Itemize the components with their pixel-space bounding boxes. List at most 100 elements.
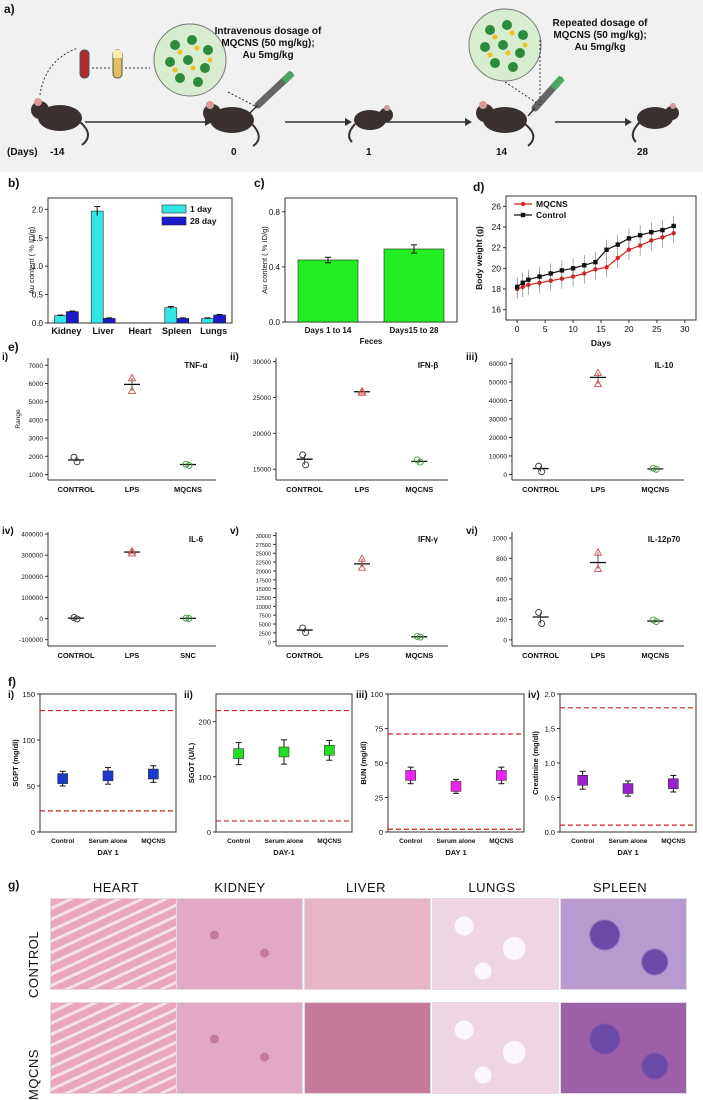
data-point: [405, 770, 416, 781]
y-tick-label: 30000: [256, 534, 271, 540]
dose2-line: Au 5mg/kg: [574, 42, 626, 53]
chart-e-ifnb: 15000 20000 25000 30000 IFN-β ii) CONTROL LPS MQ…: [230, 346, 464, 504]
data-point: [593, 379, 603, 388]
y-tick-label: 10000: [489, 453, 507, 460]
data-point: [535, 462, 543, 470]
plot-frame: [505, 195, 697, 321]
sub-panel-label: iii): [466, 352, 478, 363]
sub-panel-label: vi): [466, 526, 478, 537]
data-point: [671, 223, 676, 229]
y-tick-label: 100: [22, 736, 35, 745]
x-tick-label: Spleen: [162, 326, 192, 336]
x-tick-label: MQCNS: [641, 485, 669, 494]
x-tick-label: 15: [596, 324, 606, 334]
chart-svg: -100000 0 100000 200000 300000 400000 IL-6 iv) C…: [2, 526, 216, 660]
dose2-line: Repeated dosage of: [552, 18, 648, 29]
histology-image-lungs-mqcns: [432, 1002, 559, 1094]
chart-svg: 16 18 20 22 24 26 0 5 10 15 20 25 30 Body weight (g) D…: [474, 195, 697, 348]
x-tick-label: LPS: [591, 651, 606, 660]
x-tick-label: Liver: [92, 326, 114, 336]
data-point: [233, 748, 244, 759]
legend-label: 1 day: [190, 204, 212, 214]
y-tick-label: 22: [492, 243, 502, 253]
y-tick-label: 27500: [256, 543, 271, 549]
bar: [201, 318, 214, 324]
x-tick-label: SNC: [180, 651, 196, 660]
y-tick-label: 18: [492, 284, 502, 294]
y-tick-label: 7500: [259, 614, 271, 620]
bar: [90, 210, 104, 324]
data-point: [652, 618, 660, 626]
y-axis-label: Au content ( % ID/g): [27, 226, 36, 294]
y-tick-label: 0: [31, 828, 35, 837]
chart-e-tnf: 1000 2000 3000 4000 5000 6000 7000 Range TNF-α i)…: [2, 346, 232, 504]
legend-swatch: [161, 204, 187, 214]
data-point: [102, 770, 114, 782]
series-line: [516, 232, 674, 290]
legend-marker: [520, 212, 526, 218]
data-point: [593, 564, 603, 572]
y-axis-label: Au content ( % ID/g): [260, 226, 269, 294]
data-point: [652, 465, 660, 473]
bar: [383, 248, 445, 323]
panel-label-e: e): [8, 340, 19, 354]
y-tick-label: 50: [375, 759, 383, 768]
sub-panel-label: iv): [2, 526, 14, 537]
y-tick-label: 12500: [256, 596, 271, 602]
chart-f-creatinine: 0.0 0.5 1.0 1.5 2.0 Creatinine (mg/dl) iv) Cont…: [524, 684, 700, 864]
data-point: [593, 547, 603, 556]
y-tick-label: 20000: [489, 435, 507, 442]
x-tick-label: CONTROL: [522, 485, 559, 494]
histology-image-lungs-control: [432, 898, 559, 990]
y-axis-label: SGOT (U/L): [187, 742, 196, 783]
y-tick-label: 100000: [21, 595, 43, 602]
y-tick-label: 0.4: [269, 263, 281, 272]
y-tick-label: 0: [268, 640, 271, 646]
plot-frame: [215, 693, 353, 833]
x-tick-label: LPS: [355, 485, 370, 494]
x-tick-label: Days15 to 28: [390, 326, 439, 335]
y-tick-label: 800: [496, 556, 507, 563]
y-tick-label: 2000: [29, 454, 44, 461]
histology-column-kidney: KIDNEY: [214, 880, 266, 895]
y-tick-label: 0.8: [269, 208, 281, 217]
panel-label-a: a): [4, 2, 15, 16]
x-tick-label: MQCNS: [405, 651, 433, 660]
data-point: [604, 265, 609, 270]
plot-frame: [387, 693, 525, 833]
blood-tube-icon: [79, 49, 90, 79]
data-point: [538, 620, 546, 628]
x-tick-label: CONTROL: [57, 485, 94, 494]
y-tick-label: 24: [492, 222, 502, 232]
y-tick-label: 75: [375, 725, 383, 734]
x-tick-label: 0: [515, 324, 520, 334]
data-point: [148, 768, 159, 780]
chart-title: TNF-α: [184, 361, 207, 370]
x-tick-label: MQCNS: [405, 485, 433, 494]
y-tick-label: 30000: [253, 359, 271, 366]
y-tick-label: 200: [198, 718, 211, 727]
bar: [213, 314, 226, 324]
day-label: -14: [50, 147, 65, 158]
x-tick-label: CONTROL: [522, 651, 559, 660]
data-point: [593, 259, 598, 265]
y-tick-label: 2.0: [32, 205, 44, 214]
x-tick-label: Heart: [128, 326, 151, 336]
legend-marker: [520, 201, 526, 207]
y-tick-label: 20000: [256, 569, 271, 575]
y-tick-label: 150: [22, 690, 35, 699]
y-tick-label: 3000: [29, 436, 44, 443]
dose2-line: MQCNS (50 mg/kg);: [553, 30, 647, 41]
data-point: [615, 242, 620, 247]
chart-svg: 0.0 0.5 1.0 1.5 2.0 Creatinine (mg/dl) iv) Cont…: [528, 690, 697, 857]
y-tick-label: 100: [198, 773, 211, 782]
data-point: [622, 783, 634, 794]
x-tick-label: Control: [571, 838, 594, 845]
data-point: [637, 233, 643, 238]
y-tick-label: 0: [39, 616, 43, 623]
nanoparticle-cluster: [165, 20, 528, 87]
y-tick-label: 25000: [256, 552, 271, 558]
y-tick-label: 400: [496, 597, 507, 604]
data-point: [185, 461, 193, 469]
chart-e-ifng: 0 2500 5000 7500 10000 12500 15000 17500 20000 22…: [230, 520, 464, 670]
